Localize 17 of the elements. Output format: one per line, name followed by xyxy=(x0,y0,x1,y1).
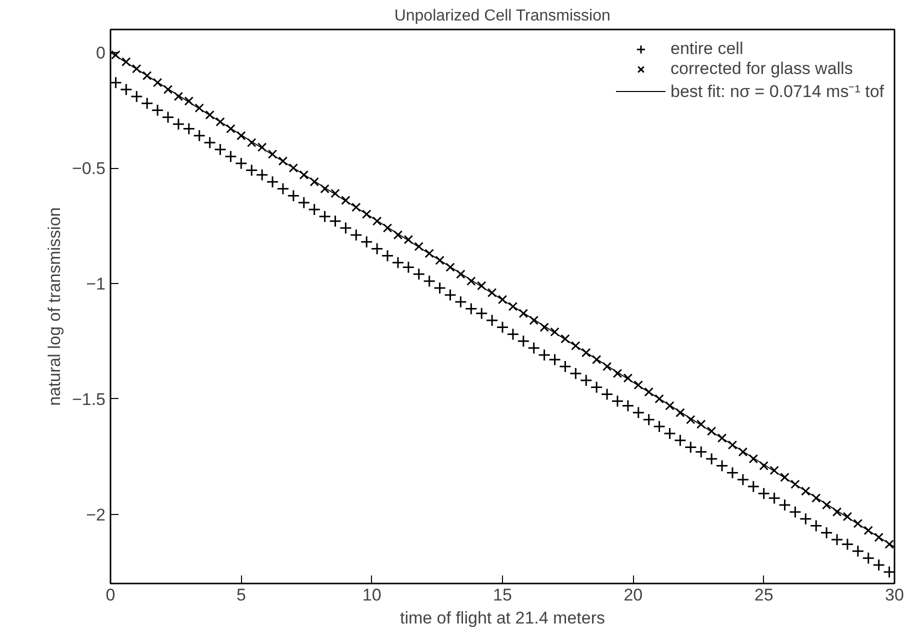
y-axis-title: natural log of transmission xyxy=(44,207,64,406)
x-tick-label: 25 xyxy=(754,586,774,604)
x-tick-label: 20 xyxy=(624,586,643,604)
x-tick-label: 15 xyxy=(493,586,512,604)
x-tick-label: 5 xyxy=(236,586,246,604)
chart-title: Unpolarized Cell Transmission xyxy=(394,8,610,24)
x-axis-title: time of flight at 21.4 meters xyxy=(400,608,606,628)
y-tick-label: −1 xyxy=(86,274,106,294)
legend-label: entire cell xyxy=(670,39,744,59)
legend-label: corrected for glass walls xyxy=(670,59,853,79)
y-tick-label: −0.5 xyxy=(72,159,106,178)
y-tick-label: −1.5 xyxy=(72,390,106,409)
x-tick-label: 10 xyxy=(362,586,382,604)
y-tick-label: −2 xyxy=(86,505,106,524)
legend-label: best fit: nσ = 0.0714 ms⁻¹ tof xyxy=(670,81,884,102)
x-tick-label: 30 xyxy=(885,586,904,604)
y-tick-label: 0 xyxy=(96,44,106,63)
